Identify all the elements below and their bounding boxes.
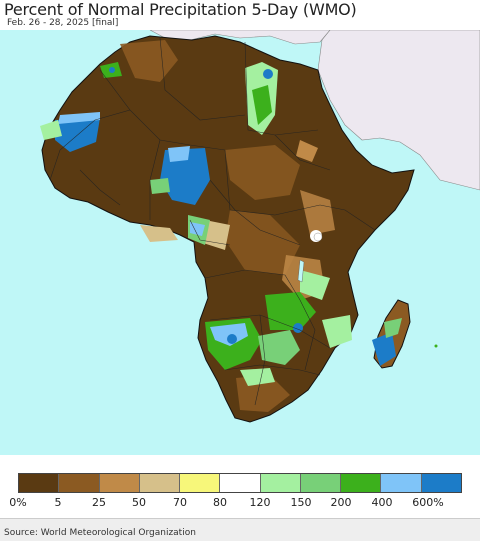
legend-tick: 400 — [371, 496, 393, 509]
legend-tick: 120 — [249, 496, 271, 509]
legend-tick: 70 — [173, 496, 187, 509]
legend-swatch-4 — [139, 474, 181, 492]
legend-tick: 600% — [412, 496, 444, 509]
legend-tick: 150 — [290, 496, 312, 509]
legend-swatch-1 — [19, 474, 60, 492]
legend-swatch-7 — [260, 474, 301, 492]
legend-swatch-9 — [341, 474, 382, 492]
color-legend — [18, 473, 462, 493]
date-range: Feb. 26 - 28, 2025 [final] — [7, 18, 119, 28]
precipitation-map — [0, 30, 480, 455]
legend-swatch-6 — [220, 474, 261, 492]
legend-swatch-5 — [180, 474, 221, 492]
page-title: Percent of Normal Precipitation 5-Day (W… — [4, 0, 357, 19]
legend-tick: 50 — [132, 496, 146, 509]
legend-tick: 25 — [92, 496, 106, 509]
legend-ticks: 0% 5 25 50 70 80 120 150 200 400 600% — [0, 496, 480, 510]
legend-swatch-10 — [381, 474, 422, 492]
legend-swatch-3 — [99, 474, 140, 492]
legend-tick: 200 — [330, 496, 352, 509]
legend-swatch-8 — [300, 474, 342, 492]
legend-tick: 5 — [54, 496, 62, 509]
legend-swatch-2 — [59, 474, 100, 492]
source-bar: Source: World Meteorological Organizatio… — [0, 518, 480, 541]
legend-tick: 0% — [9, 496, 27, 509]
legend-swatch-11 — [421, 474, 461, 492]
legend-tick: 80 — [213, 496, 227, 509]
source-text: Source: World Meteorological Organizatio… — [4, 528, 196, 538]
